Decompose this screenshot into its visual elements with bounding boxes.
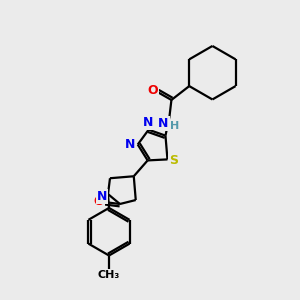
Text: H: H xyxy=(170,121,179,131)
Text: CH₃: CH₃ xyxy=(98,270,120,280)
Text: N: N xyxy=(158,117,169,130)
Text: N: N xyxy=(124,138,135,151)
Text: N: N xyxy=(97,190,107,202)
Text: O: O xyxy=(147,84,158,97)
Text: N: N xyxy=(142,116,153,129)
Text: S: S xyxy=(169,154,178,167)
Text: O: O xyxy=(94,194,104,208)
